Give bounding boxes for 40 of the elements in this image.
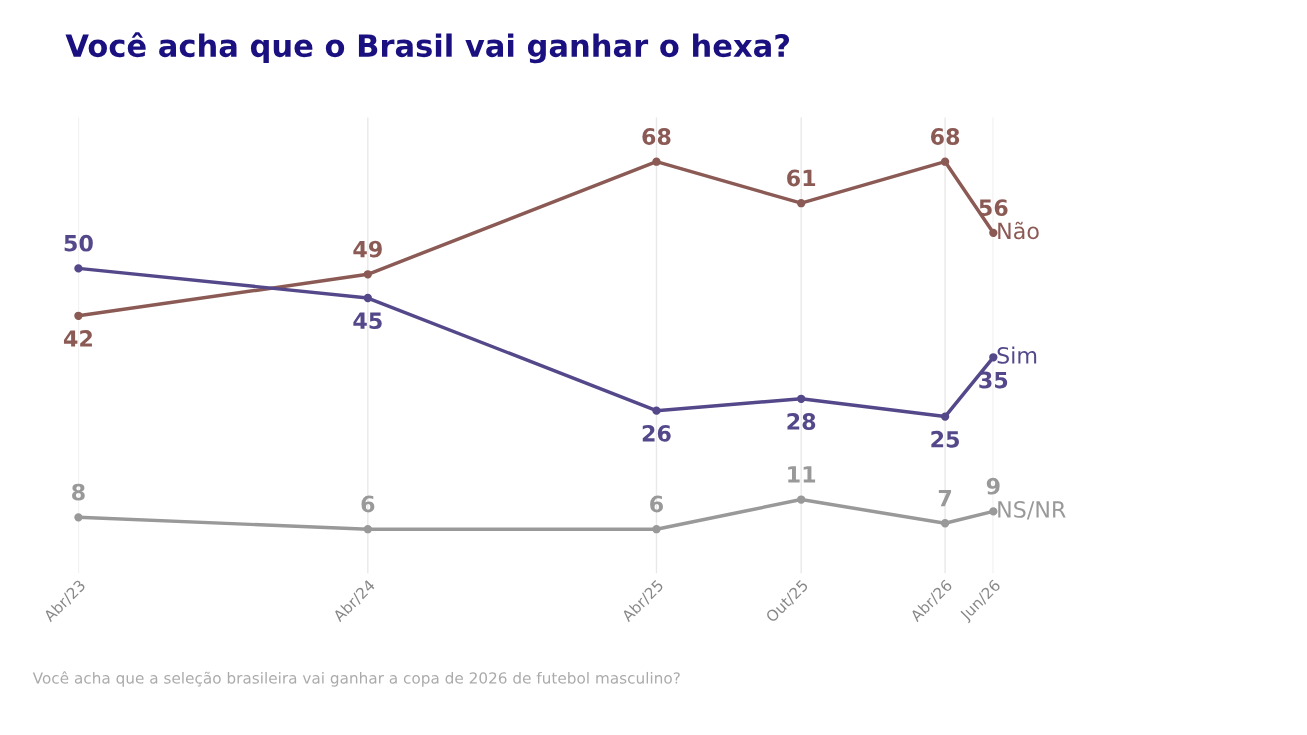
point	[989, 507, 998, 516]
series-label: Sim	[997, 346, 1037, 364]
point	[74, 311, 83, 320]
point	[363, 293, 372, 303]
data-label: 28	[787, 413, 816, 430]
point	[652, 157, 661, 166]
data-label: 11	[788, 466, 816, 483]
point	[797, 394, 806, 403]
series-label: Não	[998, 221, 1039, 240]
data-label: 56	[979, 199, 1008, 217]
point	[989, 228, 998, 237]
data-label: 25	[931, 430, 959, 448]
point	[652, 525, 661, 534]
point	[940, 412, 950, 421]
data-label: 9	[986, 477, 1000, 495]
data-label: 42	[63, 330, 92, 347]
point	[940, 519, 950, 528]
point	[797, 495, 806, 504]
point	[363, 525, 372, 534]
data-label: 45	[353, 312, 382, 330]
data-label: 68	[642, 128, 671, 145]
data-label: 7	[938, 489, 952, 507]
text: Você acha que a seleção brasileira vai ganhar a copa de 2026 de futebol masculino?	[32, 671, 680, 687]
data-label: 50	[64, 234, 93, 252]
point	[363, 270, 372, 279]
point	[940, 157, 950, 166]
data-label: 35	[979, 371, 1008, 389]
data-label: 61	[787, 169, 816, 187]
data-label: 68	[931, 128, 960, 145]
point	[652, 406, 661, 415]
data-label: 49	[353, 240, 382, 258]
data-label: 6	[650, 495, 663, 513]
chart-title: Você acha que o Brasil vai ganhar o hexa?	[65, 32, 790, 64]
data-label: 8	[72, 483, 85, 501]
data-label: 26	[642, 424, 671, 442]
point	[74, 513, 83, 522]
point	[797, 199, 806, 208]
data-label: 6	[361, 495, 375, 513]
point	[74, 264, 83, 273]
series-label: NS/NR	[998, 501, 1066, 520]
